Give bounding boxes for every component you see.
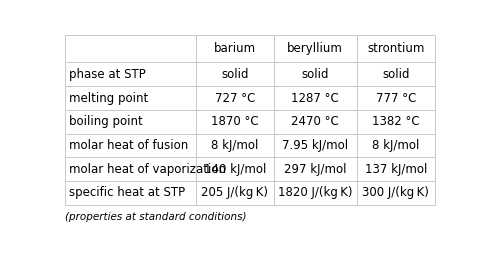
Bar <box>274 181 357 205</box>
Text: beryllium: beryllium <box>287 42 343 55</box>
Bar <box>357 35 434 62</box>
Bar <box>196 110 274 134</box>
Bar <box>357 62 434 86</box>
Bar <box>65 86 196 110</box>
Text: 137 kJ/mol: 137 kJ/mol <box>364 163 427 176</box>
Text: melting point: melting point <box>69 92 149 105</box>
Text: 1382 °C: 1382 °C <box>372 115 419 128</box>
Bar <box>357 86 434 110</box>
Text: 777 °C: 777 °C <box>375 92 416 105</box>
Text: solid: solid <box>301 68 329 81</box>
Text: specific heat at STP: specific heat at STP <box>69 186 185 199</box>
Bar <box>196 62 274 86</box>
Bar <box>357 181 434 205</box>
Bar <box>65 35 196 62</box>
Bar <box>274 86 357 110</box>
Text: phase at STP: phase at STP <box>69 68 146 81</box>
Bar <box>357 157 434 181</box>
Text: solid: solid <box>221 68 248 81</box>
Bar <box>274 157 357 181</box>
Bar <box>65 134 196 157</box>
Bar <box>196 157 274 181</box>
Bar <box>65 62 196 86</box>
Text: 2470 °C: 2470 °C <box>291 115 339 128</box>
Bar <box>65 157 196 181</box>
Bar <box>196 86 274 110</box>
Text: 1820 J/(kg K): 1820 J/(kg K) <box>278 186 353 199</box>
Text: 300 J/(kg K): 300 J/(kg K) <box>362 186 429 199</box>
Bar <box>357 110 434 134</box>
Bar <box>357 134 434 157</box>
Text: molar heat of fusion: molar heat of fusion <box>69 139 188 152</box>
Text: strontium: strontium <box>367 42 424 55</box>
Bar <box>274 110 357 134</box>
Bar <box>274 134 357 157</box>
Text: 727 °C: 727 °C <box>215 92 255 105</box>
Text: 7.95 kJ/mol: 7.95 kJ/mol <box>282 139 348 152</box>
Text: (properties at standard conditions): (properties at standard conditions) <box>65 212 246 222</box>
Text: 1287 °C: 1287 °C <box>291 92 339 105</box>
Bar <box>65 110 196 134</box>
Text: boiling point: boiling point <box>69 115 143 128</box>
Text: solid: solid <box>382 68 410 81</box>
Text: 297 kJ/mol: 297 kJ/mol <box>284 163 346 176</box>
Bar <box>196 134 274 157</box>
Text: 140 kJ/mol: 140 kJ/mol <box>204 163 266 176</box>
Bar <box>65 181 196 205</box>
Text: 8 kJ/mol: 8 kJ/mol <box>211 139 259 152</box>
Text: barium: barium <box>214 42 256 55</box>
Bar <box>196 35 274 62</box>
Text: 1870 °C: 1870 °C <box>211 115 259 128</box>
Bar <box>196 181 274 205</box>
Text: molar heat of vaporization: molar heat of vaporization <box>69 163 226 176</box>
Text: 205 J/(kg K): 205 J/(kg K) <box>201 186 268 199</box>
Bar <box>274 35 357 62</box>
Text: 8 kJ/mol: 8 kJ/mol <box>372 139 419 152</box>
Bar <box>274 62 357 86</box>
